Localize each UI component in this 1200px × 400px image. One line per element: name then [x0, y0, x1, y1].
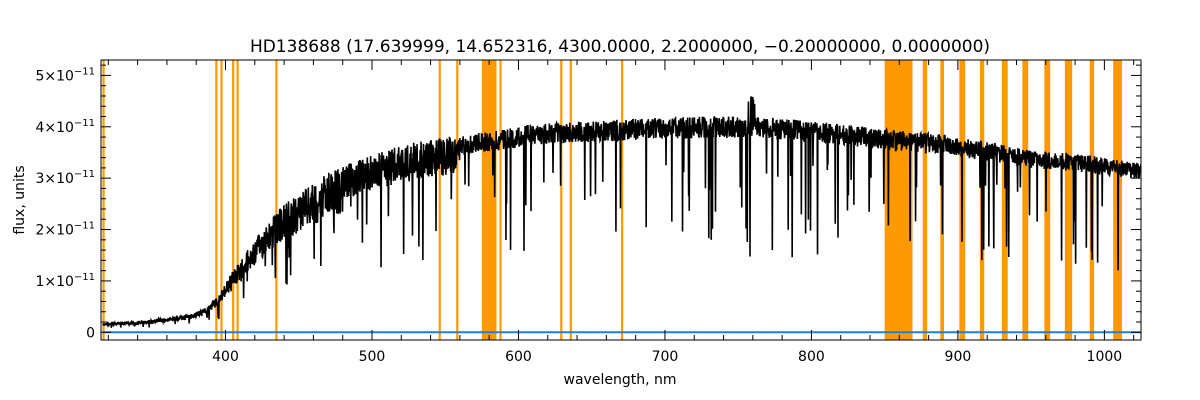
- y-tick-label: 4×10−11: [35, 118, 95, 136]
- x-tick-label: 1000: [1087, 349, 1123, 365]
- mask-band: [438, 60, 441, 340]
- mask-band: [236, 60, 239, 340]
- y-tick-label: 2×10−11: [35, 221, 95, 239]
- mask-band: [922, 60, 928, 340]
- y-tick-label: 3×10−11: [35, 169, 95, 187]
- y-axis-label: flux, units: [12, 165, 28, 234]
- spectrum-series: [102, 96, 1142, 328]
- x-tick-label: 700: [652, 349, 679, 365]
- mask-band: [1001, 60, 1008, 340]
- mask-band: [499, 60, 502, 340]
- mask-band: [621, 60, 624, 340]
- mask-band: [569, 60, 572, 340]
- mask-band: [1022, 60, 1029, 340]
- mask-band: [456, 60, 459, 340]
- mask-band: [884, 60, 913, 340]
- y-tick-label: 0: [86, 325, 95, 341]
- x-tick-label: 800: [798, 349, 825, 365]
- mask-bands: [102, 60, 1122, 340]
- x-tick-label: 500: [359, 349, 386, 365]
- mask-band: [275, 60, 278, 340]
- y-tick-label: 5×10−11: [35, 66, 95, 84]
- mask-band: [560, 60, 563, 340]
- mask-band: [1044, 60, 1051, 340]
- x-tick-label: 900: [945, 349, 972, 365]
- x-axis-label: wavelength, nm: [564, 372, 677, 388]
- chart-title: HD138688 (17.639999, 14.652316, 4300.000…: [250, 37, 990, 57]
- x-tick-label: 600: [505, 349, 532, 365]
- mask-band: [102, 60, 105, 340]
- plot-frame: [100, 59, 1142, 341]
- mask-band: [1064, 60, 1073, 340]
- mask-band: [215, 60, 218, 340]
- y-tick-label: 1×10−11: [35, 272, 95, 290]
- x-tick-label: 400: [212, 349, 239, 365]
- mask-band: [220, 60, 223, 340]
- axes: 400 500 600 700 800 900 1000 0 1×10−11 2×10−11 3×1…: [35, 59, 1142, 365]
- mask-band: [232, 60, 235, 340]
- spectrum-line: [102, 96, 1142, 328]
- mask-band: [481, 60, 497, 340]
